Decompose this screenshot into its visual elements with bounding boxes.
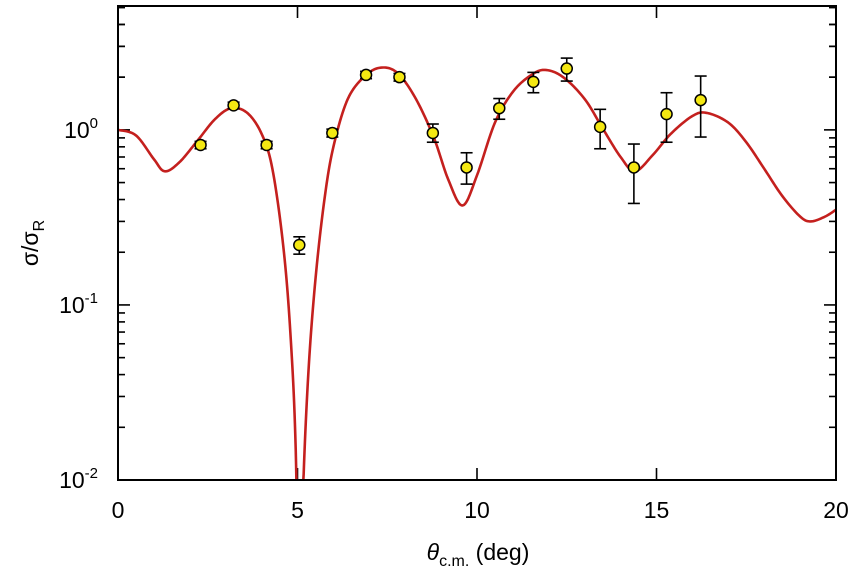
data-marker — [359, 68, 373, 82]
data-marker — [627, 161, 641, 174]
y-tick-label: 10-2 — [59, 465, 98, 493]
data-marker — [660, 107, 673, 121]
data-point — [393, 70, 406, 84]
x-tick-label: 20 — [823, 497, 849, 523]
data-point — [260, 138, 273, 152]
data-point — [527, 71, 540, 94]
data-marker — [293, 238, 306, 252]
data-point — [493, 97, 506, 121]
x-axis-label: θc.m. (deg) — [427, 539, 530, 570]
data-point — [326, 126, 339, 140]
y-tick-exponent: 0 — [90, 115, 98, 132]
data-point — [460, 151, 473, 185]
y-tick-label: 10-1 — [59, 290, 98, 318]
data-marker — [260, 138, 273, 152]
data-point — [660, 91, 673, 144]
y-tick-exponent: -1 — [85, 290, 98, 307]
data-point — [359, 68, 373, 82]
y-axis-label: σ/σR — [17, 220, 48, 266]
data-marker — [560, 62, 573, 75]
data-point — [227, 99, 240, 112]
y-tick-base: 10 — [59, 467, 85, 493]
plot-frame — [117, 5, 837, 481]
data-point — [426, 123, 440, 144]
data-point — [194, 138, 207, 152]
y-tick-base: 10 — [59, 292, 85, 318]
x-tick-label: 10 — [464, 497, 490, 523]
data-marker — [426, 126, 440, 140]
data-marker — [393, 70, 406, 84]
data-point — [694, 75, 707, 138]
data-point — [293, 236, 306, 255]
data-points-layer — [194, 57, 707, 255]
data-marker — [194, 138, 207, 152]
data-marker — [493, 101, 506, 115]
axis-ticks — [117, 6, 837, 481]
x-tick-label: 5 — [291, 497, 304, 523]
data-marker — [227, 99, 240, 112]
data-marker — [460, 161, 473, 174]
data-point — [593, 108, 607, 150]
theory-curve — [118, 66, 836, 480]
data-marker — [593, 120, 607, 134]
data-marker — [326, 126, 339, 140]
x-tick-labels: 0 5 10 15 20 — [112, 497, 849, 523]
theory-curve-layer — [118, 66, 836, 480]
data-marker — [527, 75, 540, 89]
y-tick-label: 100 — [64, 115, 98, 143]
x-tick-label: 0 — [112, 497, 125, 523]
x-tick-label: 15 — [644, 497, 670, 523]
data-point — [627, 143, 641, 205]
y-tick-base: 10 — [64, 117, 90, 143]
data-marker — [694, 93, 707, 107]
y-tick-exponent: -2 — [85, 465, 98, 482]
data-point — [560, 57, 573, 82]
